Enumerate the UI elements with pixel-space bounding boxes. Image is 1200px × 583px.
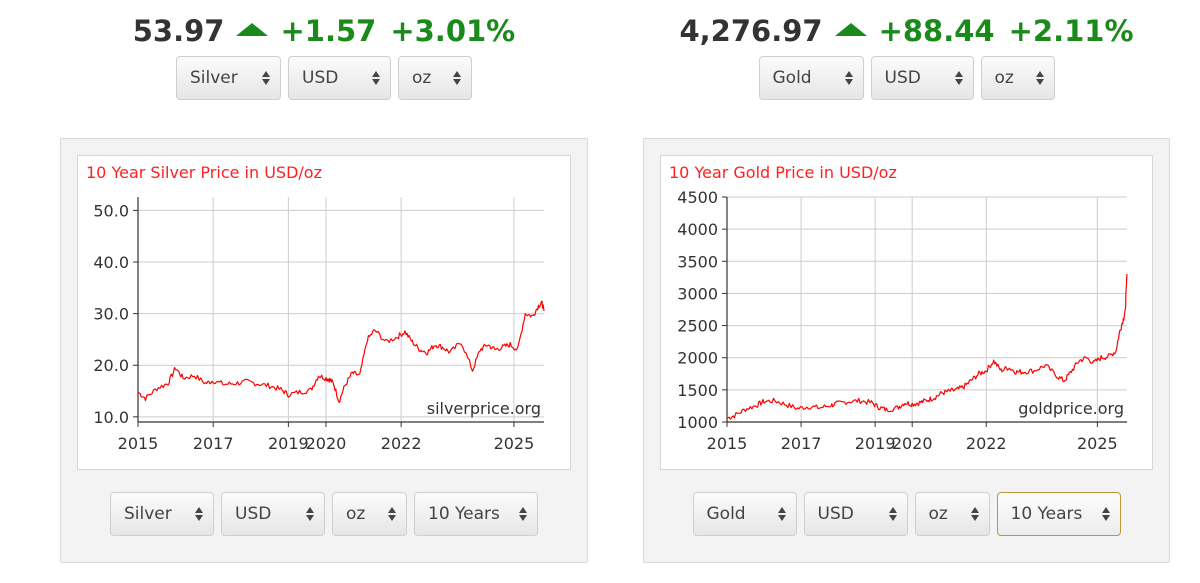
silver-change: +1.57: [280, 14, 377, 48]
select-arrows-icon: [195, 507, 203, 521]
unit-select[interactable]: oz: [914, 492, 990, 536]
y-tick-label: 3500: [677, 252, 718, 271]
x-tick-label: 2019: [855, 434, 896, 453]
y-tick-label: 4000: [677, 220, 718, 239]
metal-select[interactable]: Silver: [176, 56, 281, 100]
select-arrows-icon: [453, 71, 461, 85]
select-arrows-icon: [262, 71, 270, 85]
silver-price: 53.97: [132, 14, 225, 48]
select-arrows-icon: [970, 507, 979, 521]
chart-watermark: goldprice.org: [1018, 399, 1124, 418]
metal-select-value: Gold: [706, 504, 746, 524]
unit-select-value: oz: [928, 504, 948, 524]
select-arrows-icon: [372, 71, 380, 85]
gold-bottom-selectors: Gold USD oz 10 Years: [643, 492, 1170, 536]
currency-select[interactable]: USD: [221, 492, 325, 536]
x-tick-label: 2022: [381, 434, 422, 453]
chart-watermark: silverprice.org: [427, 399, 541, 418]
gold-change: +88.44: [878, 14, 995, 48]
unit-select[interactable]: oz: [398, 56, 472, 100]
select-arrows-icon: [888, 507, 897, 521]
metal-select-value: Silver: [190, 68, 238, 88]
currency-select[interactable]: USD: [288, 56, 391, 100]
triangle-up-icon: [236, 22, 269, 36]
select-arrows-icon: [519, 507, 527, 521]
silver-change-pct: +3.01%: [390, 14, 516, 48]
select-arrows-icon: [388, 507, 396, 521]
y-tick-label: 10.0: [93, 408, 129, 427]
chart-title: 10 Year Gold Price in USD/oz: [669, 163, 897, 182]
x-tick-label: 2020: [306, 434, 347, 453]
x-tick-label: 2025: [1077, 434, 1118, 453]
currency-select-value: USD: [235, 504, 272, 524]
currency-select[interactable]: USD: [870, 56, 974, 100]
metal-select[interactable]: Gold: [692, 492, 797, 536]
y-tick-label: 30.0: [93, 305, 129, 324]
currency-select-value: USD: [817, 504, 854, 524]
select-arrows-icon: [306, 507, 314, 521]
unit-select-value: oz: [994, 68, 1014, 88]
x-tick-label: 2022: [966, 434, 1007, 453]
select-arrows-icon: [777, 507, 786, 521]
y-tick-label: 50.0: [93, 201, 129, 220]
triangle-up-icon: [834, 22, 867, 36]
metal-select[interactable]: Gold: [758, 56, 864, 100]
y-tick-label: 2000: [677, 349, 718, 368]
period-select[interactable]: 10 Years: [414, 492, 538, 536]
price-series-line: [726, 274, 1128, 420]
gold-ticker: 4,276.97 +88.44 +2.11%: [643, 14, 1170, 48]
gold-price: 4,276.97: [679, 14, 823, 48]
gold-chart-box: 10 Year Gold Price in USD/oz 1000 1500 2000…: [660, 155, 1153, 470]
unit-select-value: oz: [412, 68, 432, 88]
period-select-value: 10 Years: [1010, 504, 1083, 524]
x-tick-label: 2020: [892, 434, 933, 453]
metal-select-value: Gold: [772, 68, 812, 88]
gold-price-chart: 10 Year Gold Price in USD/oz 1000 1500 2000…: [669, 163, 1128, 453]
metal-select-value: Silver: [124, 504, 172, 524]
x-tick-label: 2019: [268, 434, 309, 453]
select-arrows-icon: [1101, 507, 1110, 521]
unit-select[interactable]: oz: [980, 56, 1055, 100]
period-select-value: 10 Years: [428, 504, 500, 524]
y-tick-label: 2500: [677, 317, 718, 336]
chart-title: 10 Year Silver Price in USD/oz: [86, 163, 322, 182]
period-select[interactable]: 10 Years: [996, 492, 1121, 536]
y-tick-label: 40.0: [93, 253, 129, 272]
select-arrows-icon: [954, 71, 963, 85]
currency-select-value: USD: [302, 68, 339, 88]
x-tick-label: 2015: [707, 434, 748, 453]
currency-select-value: USD: [884, 68, 921, 88]
unit-select[interactable]: oz: [332, 492, 407, 536]
y-tick-label: 4500: [677, 188, 718, 207]
x-tick-label: 2015: [118, 434, 159, 453]
silver-chart-box: 10 Year Silver Price in USD/oz 10.0 20.0 30…: [77, 155, 571, 470]
x-tick-label: 2017: [781, 434, 822, 453]
y-tick-label: 3000: [677, 284, 718, 303]
currency-select[interactable]: USD: [803, 492, 908, 536]
select-arrows-icon: [844, 71, 853, 85]
gold-top-selectors: Gold USD oz: [643, 56, 1170, 100]
silver-bottom-selectors: Silver USD oz 10 Years: [60, 492, 588, 536]
y-tick-label: 1000: [677, 413, 718, 432]
x-tick-label: 2025: [494, 434, 535, 453]
gold-change-pct: +2.11%: [1008, 14, 1134, 48]
x-tick-label: 2017: [193, 434, 234, 453]
y-tick-label: 1500: [677, 381, 718, 400]
silver-price-chart: 10 Year Silver Price in USD/oz 10.0 20.0 30…: [86, 163, 545, 453]
silver-top-selectors: Silver USD oz: [60, 56, 588, 100]
y-tick-label: 20.0: [93, 356, 129, 375]
metal-select[interactable]: Silver: [110, 492, 214, 536]
select-arrows-icon: [1035, 71, 1044, 85]
unit-select-value: oz: [346, 504, 366, 524]
silver-ticker: 53.97 +1.57 +3.01%: [60, 14, 588, 48]
price-series-line: [137, 300, 545, 403]
